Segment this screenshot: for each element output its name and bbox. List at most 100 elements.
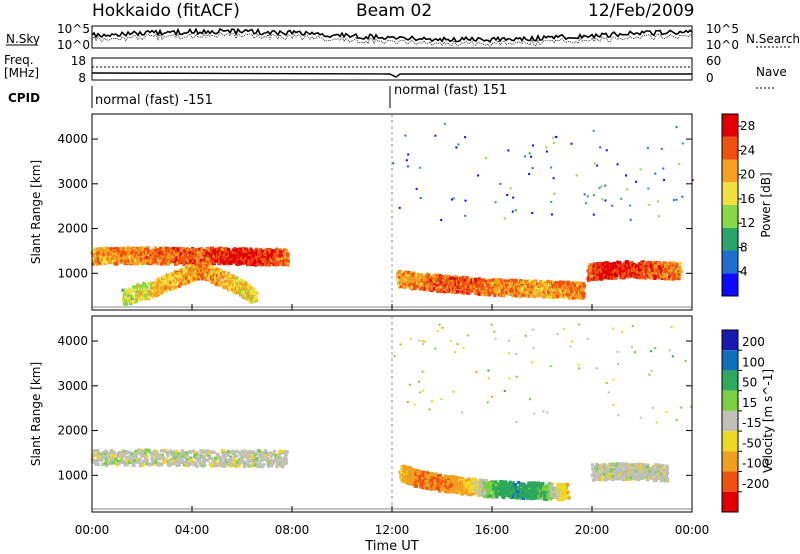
- power-sparse-echo: [464, 136, 467, 139]
- velocity-echo-cell: [181, 460, 185, 464]
- power-echo-cell: [550, 289, 554, 293]
- power-sparse-echo: [599, 146, 602, 149]
- velocity-echo-cell: [115, 453, 119, 457]
- power-echo-cell: [164, 275, 168, 279]
- power-echo-cell: [603, 276, 607, 280]
- nsky-tick-top: 10^5: [57, 22, 90, 36]
- power-echo-cell: [106, 255, 110, 259]
- power-echo-cell: [238, 254, 243, 258]
- power-echo-cell: [128, 287, 132, 291]
- power-echo-cell: [622, 261, 627, 265]
- power-echo-cell: [128, 254, 132, 259]
- power-echo-cell: [668, 272, 672, 276]
- power-echo-cell: [279, 252, 283, 256]
- power-echo-cell: [560, 283, 564, 287]
- power-echo-cell: [226, 285, 230, 289]
- power-echo-cell: [93, 249, 97, 253]
- power-echo-cell: [499, 285, 503, 289]
- power-echo-cell: [144, 247, 148, 252]
- power-echo-cell: [500, 288, 504, 292]
- power-echo-cell: [135, 297, 139, 301]
- velocity-echo-cell: [242, 461, 247, 466]
- power-echo-cell: [634, 272, 638, 276]
- power-echo-cell: [671, 263, 676, 267]
- power-echo-cell: [248, 256, 252, 260]
- power-echo-cell: [619, 276, 623, 280]
- power-echo-cell: [168, 280, 172, 284]
- power-echo-cell: [251, 287, 255, 291]
- power-sparse-echo: [570, 142, 573, 145]
- velocity-echo-cell: [145, 462, 149, 466]
- power-echo-cell: [213, 248, 217, 252]
- power-echo-cell: [562, 281, 567, 285]
- velocity-echo-cell: [213, 456, 217, 460]
- power-echo-cell: [444, 288, 449, 293]
- velocity-echo-cell: [134, 449, 138, 453]
- power-echo-cell: [483, 281, 487, 285]
- velocity-echo-cell: [242, 459, 246, 464]
- velocity-echo-cell: [223, 452, 227, 456]
- power-echo-cell: [262, 257, 266, 261]
- power-echo-cell: [668, 274, 672, 278]
- power-echo-cell: [548, 286, 552, 290]
- power-echo-cell: [231, 277, 236, 281]
- power-echo-cell: [254, 255, 258, 259]
- power-echo-cell: [629, 262, 633, 266]
- power-echo-cell: [525, 290, 529, 294]
- velocity-echo-cell: [157, 461, 161, 465]
- power-echo-cell: [184, 268, 189, 272]
- power-sparse-echo: [604, 199, 607, 202]
- power-echo-cell: [161, 262, 165, 266]
- power-echo-cell: [99, 256, 103, 260]
- power-echo-cell: [180, 274, 184, 278]
- power-echo-cell: [199, 256, 203, 260]
- velocity-echo-cell: [246, 461, 250, 465]
- power-sparse-echo: [457, 143, 460, 146]
- power-echo-cell: [208, 265, 213, 269]
- power-echo-cell: [539, 287, 543, 291]
- power-sparse-echo: [675, 198, 678, 201]
- power-echo-cell: [241, 261, 246, 265]
- power-echo-cell: [286, 259, 290, 264]
- power-echo-cell: [563, 291, 567, 295]
- power-echo-cell: [253, 295, 257, 299]
- power-echo-cell: [644, 264, 649, 268]
- velocity-echo-cell: [177, 460, 181, 465]
- velocity-echo-cell: [279, 456, 283, 460]
- power-echo-cell: [464, 285, 468, 289]
- velocity-echo-cell: [127, 455, 132, 459]
- velocity-echo-cell: [254, 460, 258, 464]
- power-colorbar-cell: [722, 114, 738, 137]
- velocity-echo-cell: [235, 460, 239, 464]
- power-echo-cell: [165, 249, 170, 253]
- power-echo-cell: [241, 247, 246, 251]
- velocity-echo-cell: [273, 449, 277, 453]
- velocity-echo-cell: [153, 449, 157, 453]
- power-echo-cell: [246, 294, 250, 298]
- power-echo-cell: [214, 269, 218, 273]
- velocity-echo-cell: [145, 454, 149, 459]
- velocity-echo-cell: [192, 460, 196, 465]
- power-sparse-echo: [464, 199, 467, 202]
- power-sparse-echo: [675, 126, 678, 129]
- power-echo-cell: [526, 288, 530, 292]
- power-echo-cell: [399, 274, 404, 278]
- power-echo-cell: [664, 277, 668, 281]
- power-echo-cell: [228, 279, 233, 284]
- power-echo-cell: [521, 289, 525, 294]
- power-echo-cell: [419, 285, 423, 289]
- velocity-echo-cell: [204, 458, 208, 463]
- power-echo-cell: [107, 250, 111, 254]
- velocity-echo-cell: [267, 458, 271, 462]
- power-echo-cell: [453, 277, 457, 281]
- power-echo-cell: [466, 283, 470, 287]
- power-echo-cell: [168, 253, 172, 257]
- velocity-echo-cell: [94, 460, 98, 464]
- power-echo-cell: [624, 266, 628, 271]
- power-echo-cell: [129, 290, 134, 294]
- power-echo-cell: [196, 269, 200, 274]
- power-echo-cell: [167, 278, 171, 282]
- power-sparse-echo: [440, 219, 443, 222]
- power-echo-cell: [497, 278, 501, 282]
- power-echo-cell: [107, 260, 112, 264]
